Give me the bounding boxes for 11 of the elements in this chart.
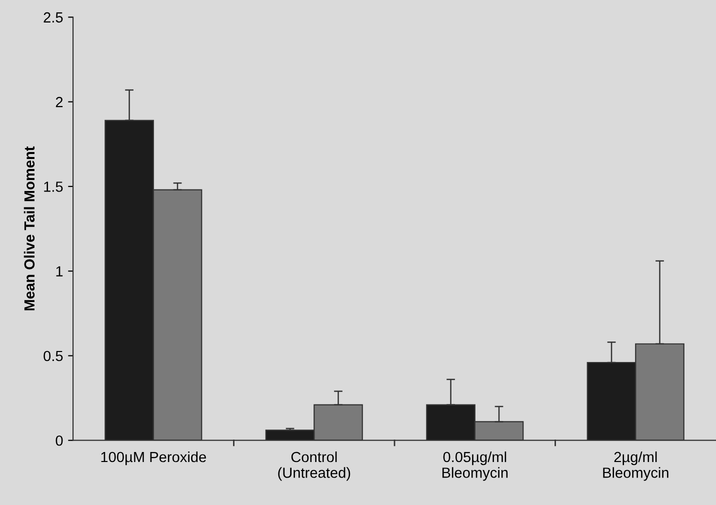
y-tick-label: 0	[56, 435, 63, 446]
y-tick-label: 0.5	[44, 350, 63, 362]
x-tick-label: Control (Untreated)	[278, 451, 350, 481]
y-tick-label: 1.5	[44, 182, 63, 192]
x-tick-label: 0.05µg/ml Bleomycin	[442, 451, 508, 481]
y-axis-title: Mean Olive Tail Moment	[24, 146, 35, 310]
x-tick-label: 100µM Peroxide	[101, 451, 206, 466]
y-tick-label: 2	[56, 96, 63, 108]
y-tick-label: 2.5	[44, 12, 63, 23]
x-tick-label: 2µg/ml Bleomycin	[603, 451, 668, 481]
y-tick-label: 1	[56, 266, 63, 276]
